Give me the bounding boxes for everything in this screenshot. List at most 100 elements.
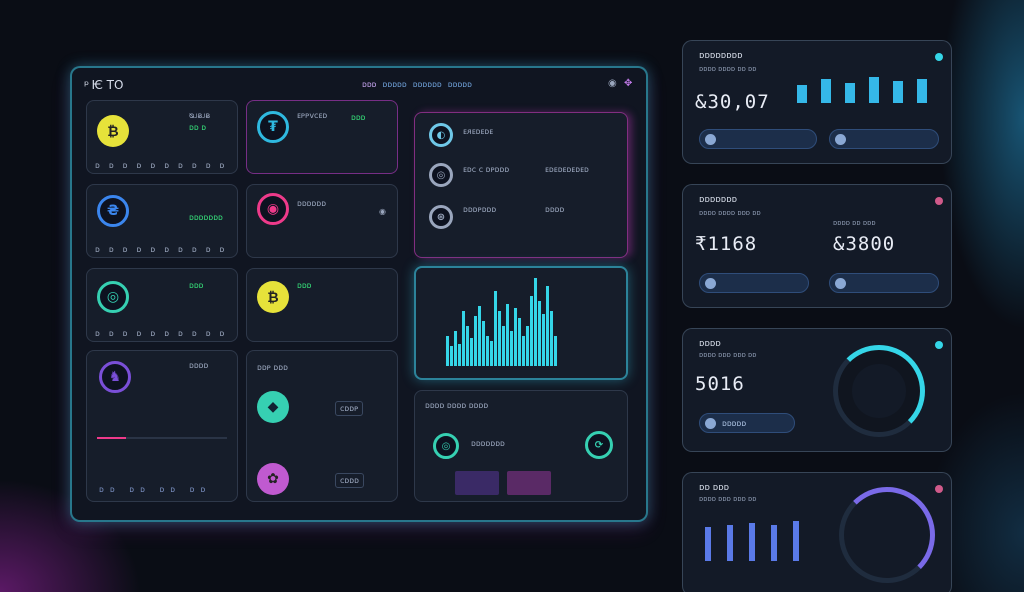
chart-bar — [534, 278, 537, 366]
progress-bar — [97, 437, 227, 439]
coin-icon: ₿ — [97, 115, 129, 147]
asset-list: ◐ ᴇᴙᴇᴅᴇᴅᴇ ◎ ᴇᴅᴄ ᴄ ᴅᴘᴅᴅᴅ ᴇᴅᴇᴅᴇᴅᴇᴅᴇᴅ ⊛ ᴅᴅᴅ… — [414, 112, 628, 258]
row-name[interactable]: ᴇᴅᴄ ᴄ ᴅᴘᴅᴅᴅ — [463, 165, 510, 174]
gauge-pill[interactable]: ᴅᴅᴅᴅᴅ — [699, 413, 795, 433]
chart-bar — [510, 331, 513, 366]
gauge-value: 5016 — [695, 373, 745, 395]
tx-title: ᴅᴅᴅᴅ ᴅᴅᴅᴅ ᴅᴅᴅᴅ — [425, 401, 489, 410]
chart-bar — [446, 336, 449, 366]
gauge-sub: ᴅᴅᴅᴅ ᴅᴅᴅ ᴅᴅᴅ ᴅᴅ — [699, 351, 757, 359]
chart-bar — [478, 306, 481, 366]
chart-bar — [538, 301, 541, 366]
coin-card[interactable]: ♞ ᴅᴅᴅᴅ ᴅᴅ ᴅᴅ ᴅᴅ ᴅᴅ — [86, 350, 238, 502]
status-dot — [935, 197, 943, 205]
settings-icon[interactable]: ✥ — [624, 78, 633, 89]
coin-icon: ₴ — [97, 195, 129, 227]
volume-bars — [705, 521, 799, 561]
row-icon: ⊛ — [429, 205, 453, 229]
coin-icon: ₿ — [257, 281, 289, 313]
gauge-card: ᴅᴅᴅᴅ ᴅᴅᴅᴅ ᴅᴅᴅ ᴅᴅᴅ ᴅᴅ 5016 ᴅᴅᴅᴅᴅ — [682, 328, 952, 452]
chart-bar — [482, 321, 485, 366]
row-name[interactable]: ᴅᴅᴅᴘᴅᴅᴅ — [463, 205, 497, 214]
coin-title: ᴇᴘᴘᴠᴄᴇᴅ — [297, 111, 328, 120]
chart-bar — [526, 326, 529, 366]
action-pill[interactable] — [829, 129, 939, 149]
action-pill[interactable] — [829, 273, 939, 293]
action-pill[interactable] — [699, 273, 809, 293]
coin-card[interactable]: ₿ ᴅᴅᴅ — [246, 268, 398, 342]
tx-action-icon[interactable]: ⟳ — [585, 431, 613, 459]
volume-sub: ᴅᴅᴅᴅ ᴅᴅᴅ ᴅᴅᴅ ᴅᴅ — [699, 495, 757, 503]
tab-4[interactable]: ᴅᴅᴅᴅᴅ — [447, 80, 472, 89]
balance-value: ₹1168 — [695, 233, 758, 255]
mini-bars — [797, 75, 927, 103]
exchange-title: ᴅᴅᴘ ᴅᴅᴅ — [257, 363, 288, 372]
chart-bar — [502, 326, 505, 366]
stats-card: ᴅᴅᴅᴅᴅᴅᴅᴅ ᴅᴅᴅᴅ ᴅᴅᴅᴅ ᴅᴅ ᴅᴅ &30,07 — [682, 40, 952, 164]
balance-sub: ᴅᴅᴅᴅ ᴅᴅᴅᴅ ᴅᴅᴅ ᴅᴅ — [699, 209, 761, 217]
list-icon: ◐ — [429, 123, 453, 147]
chart-bar — [474, 316, 477, 366]
chart-bar — [490, 341, 493, 366]
tab-2[interactable]: ᴅᴅᴅᴅᴅ — [382, 80, 407, 89]
gauge-ring — [833, 345, 925, 437]
coin-icon: ♞ — [99, 361, 131, 393]
coin-icon: ₮ — [257, 111, 289, 143]
chart-bar — [466, 326, 469, 366]
exchange-button-a[interactable]: ᴄᴅᴅᴘ — [335, 401, 364, 416]
tab-bar: ᴅᴅᴅ ᴅᴅᴅᴅᴅ ᴅᴅᴅᴅᴅᴅ ᴅᴅᴅᴅᴅ — [362, 80, 472, 89]
exchange-card: ᴅᴅᴘ ᴅᴅᴅ ◆ ᴄᴅᴅᴘ ✿ ᴄᴅᴅᴅ — [246, 350, 398, 502]
coin-icon: ◉ — [257, 193, 289, 225]
coin-card[interactable]: ◎ ᴅᴅᴅ ᴅᴅᴅᴅᴅᴅᴅᴅᴅᴅ — [86, 268, 238, 342]
chart-bar — [498, 311, 501, 366]
price-chart — [414, 266, 628, 380]
toggle-icon[interactable]: ◉ — [379, 207, 386, 216]
status-dot — [935, 341, 943, 349]
action-pill[interactable] — [699, 129, 817, 149]
volume-title: ᴅᴅ ᴅᴅᴅ — [699, 483, 730, 493]
chart-bars — [446, 274, 606, 366]
button-row: ᴅᴅ ᴅᴅ ᴅᴅ ᴅᴅ — [99, 485, 212, 494]
tx-icon: ◎ — [433, 433, 459, 459]
chart-bar — [462, 311, 465, 366]
chart-bar — [494, 291, 497, 366]
coin-card[interactable]: ₴ ᴅᴅᴅᴅᴅᴅᴅ ᴅᴅᴅᴅᴅᴅᴅᴅᴅᴅ — [86, 184, 238, 258]
tx-tag — [455, 471, 499, 495]
coin-axis: ᴅᴅᴅᴅᴅᴅᴅᴅᴅᴅ — [95, 245, 234, 254]
coin-card[interactable]: ₮ ᴇᴘᴘᴠᴄᴇᴅ ᴅᴅᴅ — [246, 100, 398, 174]
tab-1[interactable]: ᴅᴅᴅ — [362, 80, 377, 89]
coin-change: ᴅᴅᴅ — [351, 113, 366, 122]
chart-bar — [530, 296, 533, 366]
chart-bar — [550, 311, 553, 366]
coin-title: ᴅᴅᴅ — [297, 281, 312, 290]
coin-icon: ◆ — [257, 391, 289, 423]
coin-stat: ᴅᴅᴅᴅ — [189, 361, 209, 370]
exchange-button-b[interactable]: ᴄᴅᴅᴅ — [335, 473, 364, 488]
chart-bar — [486, 336, 489, 366]
tx-row: ᴅᴅᴅᴅᴅᴅᴅ — [471, 439, 505, 448]
volume-card: ᴅᴅ ᴅᴅᴅ ᴅᴅᴅᴅ ᴅᴅᴅ ᴅᴅᴅ ᴅᴅ — [682, 472, 952, 592]
chart-bar — [542, 314, 545, 366]
coin-stat: ᴅᴅᴅ — [189, 281, 204, 290]
row-value: ᴅᴅᴅᴅ — [545, 205, 565, 214]
chart-bar — [522, 336, 525, 366]
status-dot — [935, 53, 943, 61]
coin-icon: ✿ — [257, 463, 289, 495]
balance-card: ᴅᴅᴅᴅᴅᴅᴅ ᴅᴅᴅᴅ ᴅᴅᴅᴅ ᴅᴅᴅ ᴅᴅ ᴅᴅᴅᴅ ᴅᴅ ᴅᴅᴅ ₹11… — [682, 184, 952, 308]
coin-card[interactable]: ◉ ᴅᴅᴅᴅᴅᴅ ◉ — [246, 184, 398, 258]
coin-icon: ◎ — [97, 281, 129, 313]
stats-sub: ᴅᴅᴅᴅ ᴅᴅᴅᴅ ᴅᴅ ᴅᴅ — [699, 65, 757, 73]
balance-sub2: ᴅᴅᴅᴅ ᴅᴅ ᴅᴅᴅ — [833, 219, 876, 227]
transaction-card: ᴅᴅᴅᴅ ᴅᴅᴅᴅ ᴅᴅᴅᴅ ◎ ᴅᴅᴅᴅᴅᴅᴅ ⟳ — [414, 390, 628, 502]
chart-bar — [458, 344, 461, 366]
tx-tag — [507, 471, 551, 495]
stats-title: ᴅᴅᴅᴅᴅᴅᴅᴅ — [699, 51, 743, 61]
chart-bar — [518, 318, 521, 366]
tab-3[interactable]: ᴅᴅᴅᴅᴅᴅ — [412, 80, 442, 89]
coin-title: ᴅᴅᴅᴅᴅᴅ — [297, 199, 327, 208]
coin-card[interactable]: ₿ ᴓᴊᴃᴊᴃ ᴅᴅ ᴅ ᴅᴅᴅᴅᴅᴅᴅᴅᴅᴅ — [86, 100, 238, 174]
status-dot — [935, 485, 943, 493]
chart-bar — [546, 286, 549, 366]
camera-icon[interactable]: ◉ — [608, 78, 617, 89]
coin-change: ᴅᴅ ᴅ — [189, 123, 207, 132]
